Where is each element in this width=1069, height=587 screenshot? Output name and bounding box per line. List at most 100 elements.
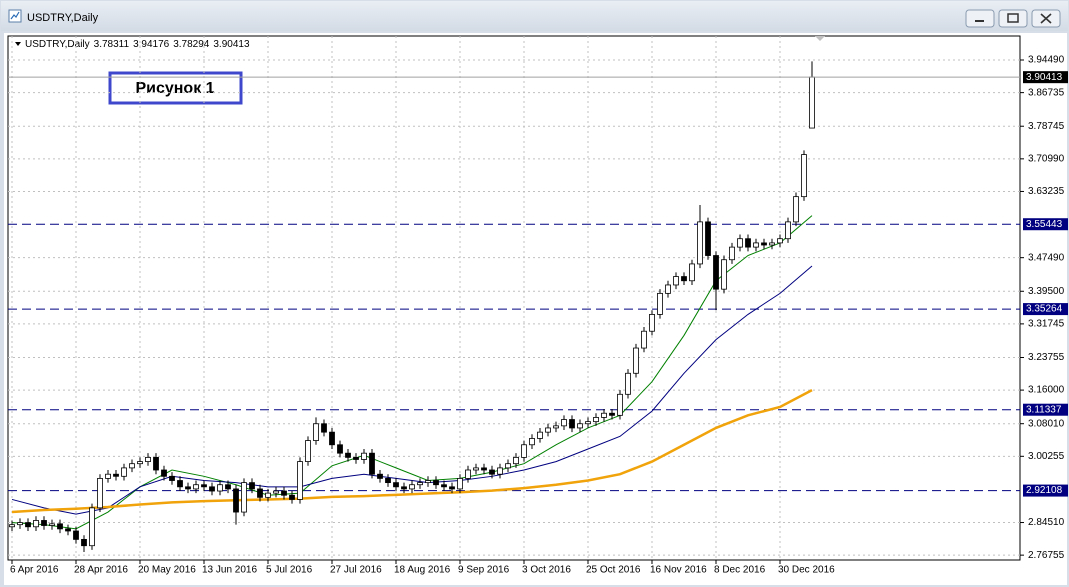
candle-body (9, 524, 15, 528)
candle-body (697, 221, 703, 265)
candle-body (769, 242, 775, 246)
legend-open: 3.78311 (94, 39, 130, 50)
candle-body (17, 522, 23, 526)
x-tick-label: 13 Jun 2016 (202, 565, 257, 576)
candle-body (233, 488, 239, 513)
candle-body (809, 76, 815, 129)
candle-body (425, 480, 431, 484)
candle-body (641, 330, 647, 349)
candle-body (97, 478, 103, 509)
annotation: Рисунок 1 (135, 80, 214, 97)
y-tick-label: 3.70990 (1028, 153, 1065, 164)
candle-body (617, 393, 623, 416)
legend-low: 3.78294 (173, 39, 210, 50)
moving-average (11, 215, 813, 530)
candle-body (217, 484, 223, 492)
level-label: 3.55443 (1026, 219, 1063, 230)
last-price-bg (1023, 71, 1068, 84)
level-label: 3.35264 (1026, 304, 1063, 315)
candle-body (177, 480, 183, 488)
shift-marker (815, 36, 825, 41)
y-tick-label: 3.63235 (1028, 186, 1065, 197)
candle-body (65, 528, 71, 532)
level-label: 2.92108 (1026, 485, 1063, 496)
y-tick-label: 3.08010 (1028, 418, 1065, 429)
legend-arrow[interactable] (15, 42, 21, 46)
y-tick-label: 3.00255 (1028, 451, 1065, 462)
candle-body (241, 482, 247, 513)
candle-body (705, 221, 711, 256)
candle-body (169, 475, 175, 481)
candle-body (113, 473, 119, 477)
candle-body (153, 456, 159, 471)
window-buttons[interactable] (965, 9, 1061, 28)
candle-body (257, 488, 263, 498)
candle-body (289, 494, 295, 500)
candle-body (665, 284, 671, 294)
candle-body (465, 469, 471, 479)
candle-body (801, 154, 807, 198)
candle-body (49, 523, 55, 526)
candle-body (193, 484, 199, 490)
candle-body (81, 538, 87, 547)
candle-body (537, 431, 543, 439)
y-tick-label: 3.78745 (1028, 121, 1065, 132)
candle-body (513, 456, 519, 465)
level-label-bg (1023, 303, 1068, 316)
candle-body (713, 255, 719, 290)
candle-body (681, 276, 687, 282)
candle-body (361, 452, 367, 460)
candle-body (385, 478, 391, 484)
y-tick-label: 3.39500 (1028, 286, 1065, 297)
candle-body (761, 242, 767, 246)
y-tick-label: 3.31745 (1028, 319, 1065, 330)
candle-body (145, 456, 151, 462)
candle-body (25, 522, 31, 528)
moving-average (11, 388, 813, 514)
candle-body (561, 419, 567, 427)
x-tick-label: 8 Dec 2016 (714, 565, 766, 576)
candle-body (377, 473, 383, 479)
candle-body (121, 467, 127, 477)
candle-body (657, 292, 663, 315)
y-tick-label: 3.16000 (1028, 385, 1065, 396)
legend-high: 3.94176 (133, 39, 170, 50)
candle-body (625, 372, 631, 395)
candle-body (785, 221, 791, 240)
y-tick-label: 2.76755 (1028, 550, 1065, 561)
x-tick-label: 25 Oct 2016 (586, 565, 641, 576)
candle-body (353, 456, 359, 460)
candle-body (33, 520, 39, 528)
x-tick-label: 16 Nov 2016 (650, 565, 707, 576)
level-label-bg (1023, 218, 1068, 231)
candle-body (137, 461, 143, 465)
last-price-label: 3.90413 (1026, 72, 1063, 83)
candle-body (441, 484, 447, 488)
candle-body (185, 486, 191, 490)
candle-body (273, 490, 279, 494)
candle-body (105, 473, 111, 479)
candle-body (745, 238, 751, 248)
minimize-button[interactable] (965, 9, 995, 28)
candle-body (433, 480, 439, 486)
candle-body (601, 412, 607, 418)
candle-body (73, 530, 79, 540)
candle-body (593, 417, 599, 423)
candle-body (57, 523, 63, 530)
candle-body (337, 444, 343, 454)
candle-body (737, 238, 743, 248)
x-tick-label: 9 Sep 2016 (458, 565, 510, 576)
title-bar (1, 1, 1068, 31)
candle-body (417, 482, 423, 486)
candle-body (281, 490, 287, 496)
restore-button[interactable] (998, 9, 1028, 28)
x-tick-label: 5 Jul 2016 (266, 565, 313, 576)
candle-body (505, 463, 511, 469)
candle-body (673, 276, 679, 286)
candle-body (721, 259, 727, 290)
candle-body (633, 347, 639, 374)
candle-body (393, 482, 399, 488)
candle-body (129, 463, 135, 469)
level-label: 3.11337 (1026, 404, 1062, 415)
